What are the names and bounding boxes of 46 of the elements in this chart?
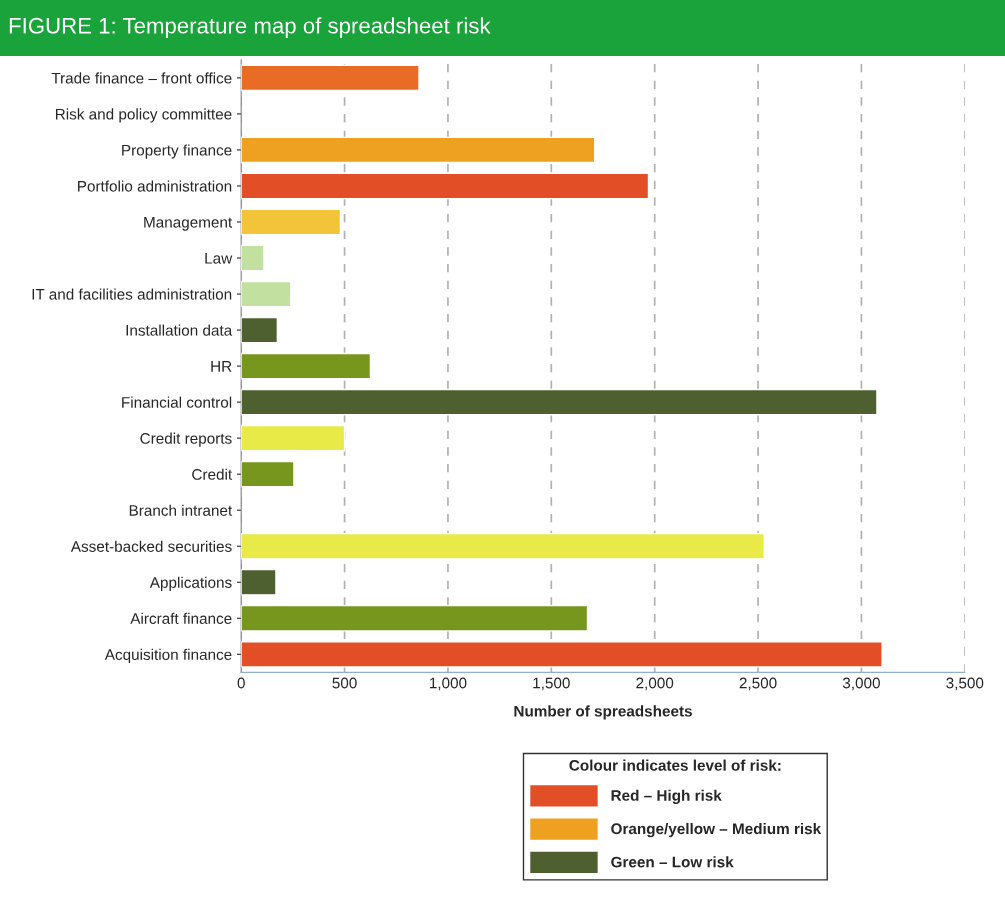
bar [241,460,295,488]
y-tick-label: Financial control [122,396,232,408]
x-tick-label: 2,000 [636,677,674,691]
y-tick-label: IT and facilities administration [32,288,232,300]
x-tick-label: 2,500 [739,677,777,691]
y-tick-label: Risk and policy committee [55,108,232,123]
bar [241,172,650,200]
y-tick-label: Credit reports [140,432,232,447]
x-tick-label: 1,000 [429,677,467,691]
bar [241,136,596,164]
y-tick-label: HR [211,361,232,372]
x-tick-label: 3,500 [946,677,984,691]
y-tick-label: Asset-backed securities [70,540,232,552]
x-tick-label: 3,000 [842,677,880,691]
bar [241,208,342,236]
bar [241,244,265,272]
legend-label: Red – High risk [611,789,722,804]
legend-title: Colour indicates level of risk: [569,759,781,771]
y-tick-label: Law [205,253,233,264]
bar [241,532,765,560]
y-tick-label: Applications [149,576,232,591]
y-tick-label: Portfolio administration [78,180,232,192]
y-tick-label: Aircraft finance [130,612,232,624]
y-tick-label: Property finance [122,144,232,159]
y-tick-label: Credit [192,468,233,480]
x-tick-label: 1,500 [533,677,570,691]
y-tick-label: Acquisition finance [104,648,232,664]
y-tick-label: Branch intranet [129,504,233,516]
legend-label: Orange/yellow – Medium risk [611,822,822,838]
y-tick-label: Trade finance – front office [51,72,232,84]
bar [241,568,277,596]
bar [241,352,372,380]
x-axis-title: Number of spreadsheets [514,705,692,720]
bar [241,64,420,92]
bar [241,604,589,632]
bar [241,424,346,452]
bar [241,280,292,308]
x-tick-label: 0 [237,677,245,689]
y-tick-label: Installation data [126,324,233,336]
chart-title: FIGURE 1: Temperature map of spreadsheet risk [9,17,491,38]
y-tick-label: Management [144,217,233,231]
bar [241,388,878,416]
bar [241,641,883,668]
bar [241,316,279,344]
x-tick-label: 500 [332,677,357,689]
legend-label: Green – Low risk [611,856,734,868]
